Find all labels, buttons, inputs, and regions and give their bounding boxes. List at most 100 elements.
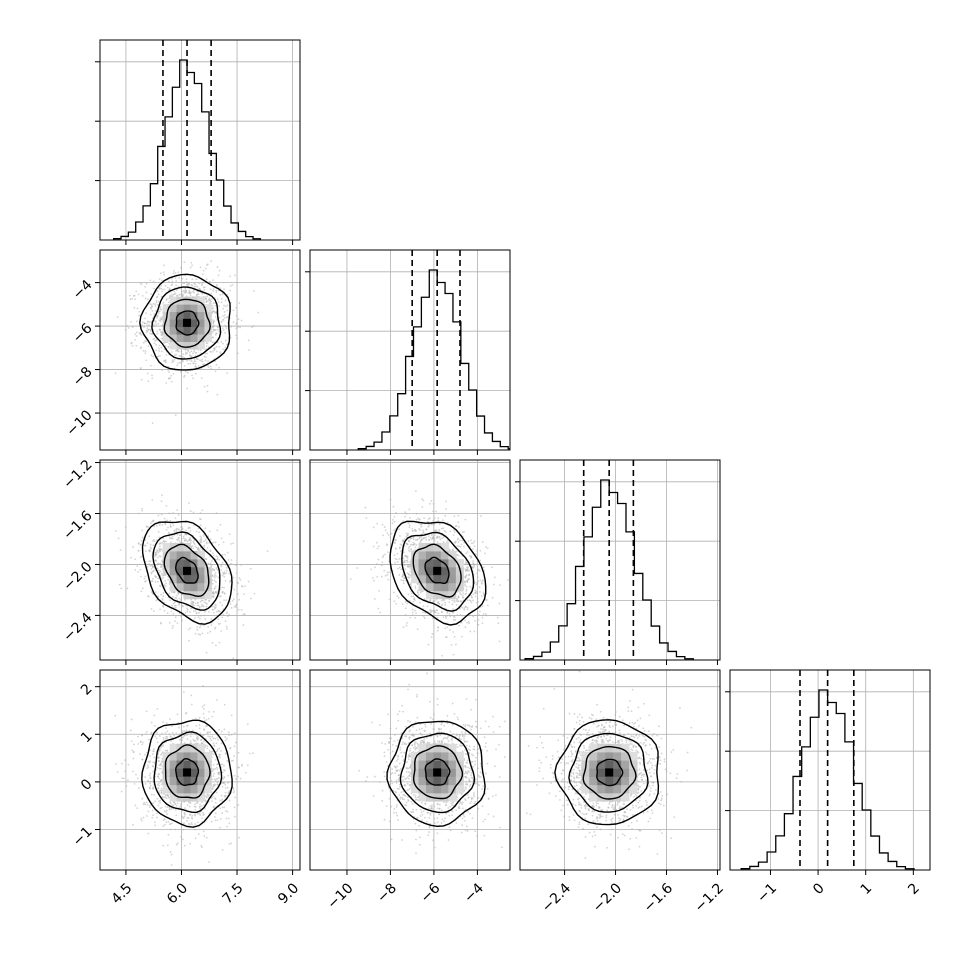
sample-point (464, 619, 466, 622)
sample-point (159, 801, 161, 804)
sample-point (139, 347, 142, 350)
sample-point (152, 539, 154, 542)
sample-point (427, 518, 430, 521)
sample-point (404, 564, 406, 566)
sample-point (144, 550, 147, 553)
sample-point (152, 544, 155, 547)
sample-point (188, 354, 191, 356)
sample-point (201, 817, 203, 820)
sample-point (188, 611, 191, 613)
sample-point (150, 572, 153, 575)
sample-point (236, 592, 239, 595)
density-cell (448, 590, 457, 600)
sample-point (423, 617, 426, 620)
sample-point (184, 813, 187, 816)
sample-point (175, 597, 178, 599)
sample-point (226, 611, 229, 613)
sample-point (222, 613, 225, 616)
sample-point (215, 777, 218, 780)
sample-point (182, 537, 185, 540)
sample-point (238, 302, 241, 304)
sample-point (211, 560, 213, 563)
sample-point (392, 505, 395, 508)
sample-point (215, 291, 218, 294)
sample-point (226, 372, 229, 374)
density-cell (455, 574, 464, 584)
sample-point (195, 285, 197, 288)
sample-point (137, 743, 140, 745)
sample-point (166, 813, 169, 816)
sample-point (174, 414, 177, 417)
sample-point (435, 510, 438, 513)
sample-point (437, 626, 440, 629)
sample-point (155, 299, 158, 302)
sample-point (205, 542, 208, 545)
sample-point (457, 514, 460, 517)
sample-point (432, 519, 435, 522)
sample-point (398, 566, 401, 569)
density-cell (455, 558, 464, 568)
sample-point (173, 290, 176, 293)
sample-point (199, 349, 202, 352)
sample-point (212, 611, 215, 614)
sample-point (153, 540, 156, 543)
density-cell (425, 590, 434, 600)
sample-point (247, 580, 250, 583)
sample-point (204, 352, 207, 355)
sample-point (190, 603, 192, 605)
sample-point (183, 844, 186, 847)
sample-point (387, 533, 390, 536)
sample-point (195, 612, 198, 615)
sample-point (497, 622, 500, 625)
sample-point (145, 340, 148, 343)
sample-point (145, 282, 148, 285)
sample-point (183, 691, 185, 693)
sample-point (160, 593, 163, 596)
sample-point (139, 556, 142, 559)
sample-point (209, 630, 212, 633)
sample-point (383, 526, 386, 528)
sample-point (151, 309, 154, 312)
sample-point (407, 576, 410, 579)
sample-point (422, 605, 425, 607)
sample-point (457, 596, 460, 598)
sample-point (425, 528, 428, 531)
sample-point (206, 364, 209, 367)
sample-point (206, 263, 209, 266)
sample-point (225, 325, 227, 328)
density-cell (169, 341, 178, 350)
sample-point (244, 585, 246, 588)
sample-point (464, 626, 467, 629)
sample-point (202, 535, 205, 537)
sample-point (414, 616, 417, 619)
sample-point (498, 602, 501, 605)
sample-point (442, 541, 445, 543)
sample-point (148, 563, 151, 566)
sample-point (403, 545, 406, 548)
sample-point (223, 575, 226, 578)
sample-point (215, 512, 218, 514)
sample-point (158, 584, 161, 587)
sample-point (445, 617, 447, 620)
sample-point (242, 624, 245, 626)
sample-point (159, 310, 161, 313)
sample-point (151, 374, 153, 377)
panel-0-0 (95, 39, 301, 245)
sample-point (465, 588, 468, 591)
sample-point (404, 613, 407, 616)
sample-point (135, 320, 138, 323)
density-cell (448, 582, 457, 592)
sample-point (194, 365, 197, 368)
sample-point (372, 545, 375, 548)
sample-point (120, 790, 123, 793)
sample-point (481, 616, 484, 619)
sample-point (182, 282, 185, 285)
sample-point (175, 732, 178, 735)
sample-point (227, 559, 230, 561)
sample-point (411, 614, 414, 616)
sample-point (203, 601, 206, 604)
sample-point (433, 540, 436, 542)
sample-point (401, 603, 404, 606)
sample-point (163, 273, 165, 276)
sample-point (166, 737, 168, 740)
